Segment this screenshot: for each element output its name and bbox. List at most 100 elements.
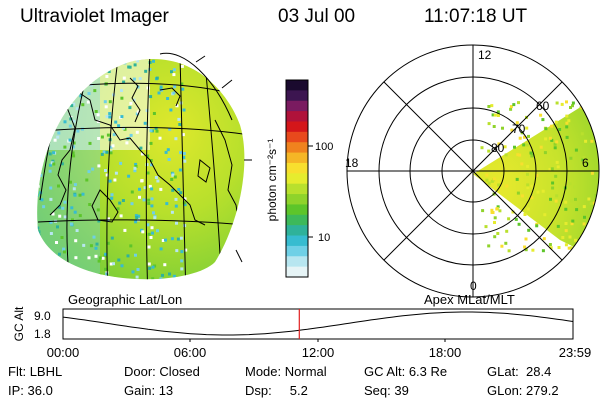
info-door: Door: Closed [124, 364, 200, 379]
polar-speckle [507, 217, 511, 221]
geo-speckle [57, 131, 61, 135]
geo-speckle [56, 116, 59, 120]
geo-speckle [147, 262, 151, 266]
geo-speckle [95, 242, 99, 246]
polar-speckle [526, 183, 530, 187]
geo-speckle [58, 252, 61, 256]
geo-speckle [49, 186, 53, 190]
geo-speckle [47, 59, 51, 63]
polar-speckle [495, 207, 499, 211]
geo-speckle [175, 104, 179, 108]
geo-speckle [178, 45, 181, 48]
polar-speckle [497, 183, 501, 187]
geo-speckle [103, 254, 107, 258]
geo-speckle [60, 162, 64, 166]
geo-speckle [109, 262, 113, 266]
geo-speckle [93, 89, 97, 93]
altitude-ytick-bottom: 1.8 [34, 327, 51, 341]
info-dsp: Dsp: 5.2 [245, 383, 308, 398]
geo-speckle [40, 198, 44, 202]
geo-speckle [37, 131, 40, 135]
geo-speckle [85, 52, 88, 55]
geo-speckle [136, 110, 140, 114]
geo-speckle [108, 60, 112, 64]
geo-speckle [71, 58, 75, 61]
colorbar-segment [286, 245, 308, 257]
geo-speckle [52, 162, 56, 166]
geo-speckle [153, 264, 157, 268]
colorbar-segment [286, 256, 308, 268]
info-ip: IP: 36.0 [8, 383, 53, 398]
geo-speckle [78, 193, 82, 197]
geo-speckle [49, 220, 53, 224]
polar-speckle [505, 229, 509, 233]
geo-speckle [74, 239, 78, 243]
polar-speckle [580, 132, 584, 136]
geo-speckle [37, 184, 40, 188]
geo-speckle [107, 47, 110, 50]
geo-speckle [110, 236, 114, 240]
geo-speckle [71, 145, 75, 149]
geo-speckle [119, 161, 123, 165]
geo-speckle [98, 256, 102, 260]
geo-speckle [133, 169, 137, 173]
geo-speckle [116, 207, 120, 211]
geo-speckle [148, 266, 152, 270]
geo-speckle [170, 237, 174, 241]
colorbar-segment [286, 131, 308, 143]
geo-speckle [70, 206, 74, 210]
geo-speckle [123, 61, 127, 65]
geo-speckle [55, 84, 59, 88]
geo-speckle [53, 119, 56, 123]
polar-speckle [548, 136, 552, 140]
geo-speckle [45, 145, 49, 149]
altitude-ylabel: GC Alt [12, 306, 26, 341]
geo-speckle [71, 218, 74, 222]
geo-speckle [109, 58, 113, 61]
polar-speckle [480, 146, 484, 150]
geo-speckle [180, 250, 184, 254]
geo-speckle [119, 214, 123, 218]
geo-speckle [63, 215, 67, 219]
geo-speckle [48, 163, 52, 167]
geo-speckle [38, 122, 42, 126]
geo-speckle [104, 105, 108, 109]
polar-speckle [593, 213, 597, 217]
geo-speckle [63, 120, 67, 124]
geo-speckle [72, 154, 76, 158]
polar-speckle [544, 127, 548, 131]
polar-speckle [531, 248, 535, 252]
geo-speckle [81, 103, 85, 107]
geo-speckle [168, 127, 172, 131]
geo-speckle [37, 236, 41, 239]
polar-speckle [500, 244, 504, 248]
geo-speckle [121, 199, 125, 202]
geo-speckle [170, 178, 174, 181]
geo-speckle [43, 106, 47, 110]
polar-speckle [553, 146, 557, 150]
colorbar-tick-100: 100 [315, 141, 333, 153]
polar-speckle [527, 228, 531, 232]
geo-speckle [56, 225, 59, 229]
geo-speckle [135, 275, 139, 279]
geo-speckle [120, 264, 124, 268]
polar-speckle [564, 200, 568, 204]
polar-speckle [512, 103, 516, 107]
polar-speckle [515, 177, 519, 181]
geo-speckle [174, 197, 178, 201]
geo-speckle [141, 280, 144, 283]
lat-label-60: 60 [536, 99, 550, 113]
geo-speckle [142, 198, 146, 202]
polar-speckle [569, 246, 573, 250]
polar-speckle [490, 179, 494, 183]
colorbar-segment [286, 266, 308, 278]
geo-speckle [182, 201, 186, 205]
polar-speckle [557, 246, 561, 249]
colorbar [285, 79, 313, 278]
geo-speckle [70, 104, 74, 108]
geo-speckle [183, 197, 187, 201]
geo-speckle [109, 145, 113, 149]
geo-speckle [53, 260, 56, 264]
geo-speckle [37, 193, 39, 197]
geo-speckle [74, 256, 78, 260]
